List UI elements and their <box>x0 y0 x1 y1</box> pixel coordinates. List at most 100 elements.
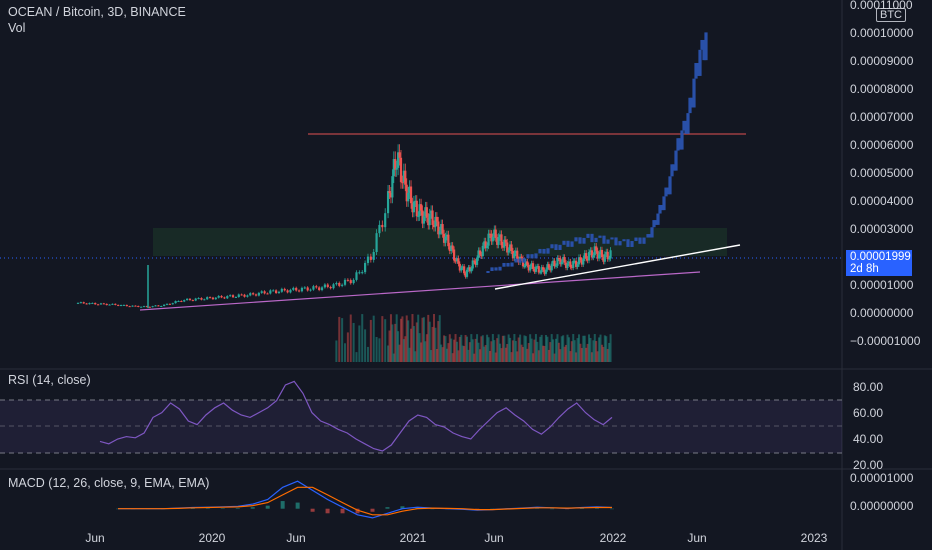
volume-bar <box>411 314 414 362</box>
projection-candle <box>526 254 530 259</box>
macd-histogram-bar <box>295 502 300 509</box>
volume-bar <box>466 336 469 362</box>
price-tick-label: 0.00004000 <box>850 194 914 208</box>
volume-bar <box>366 346 369 362</box>
candle <box>575 260 578 267</box>
volume-bar <box>547 349 550 362</box>
volume-bar <box>583 335 586 362</box>
projection-candle <box>634 237 638 242</box>
short-trendline[interactable] <box>494 244 741 290</box>
volume-bar <box>511 340 514 362</box>
volume-bar <box>410 328 413 362</box>
candle <box>326 284 329 287</box>
candle <box>369 256 372 260</box>
projection-candle <box>630 241 634 247</box>
candle <box>445 234 449 237</box>
candle <box>493 229 496 237</box>
projection-candle <box>696 63 700 76</box>
projection-candle <box>546 248 550 254</box>
volume-bar <box>490 341 493 362</box>
signal-line[interactable] <box>118 486 612 516</box>
projection-candle <box>680 130 684 150</box>
currency-badge[interactable]: BTC <box>876 8 906 22</box>
rsi-line[interactable] <box>99 380 613 452</box>
volume-bar <box>526 348 529 362</box>
volume-bar <box>566 334 569 362</box>
volume-bar <box>569 351 572 362</box>
candle <box>349 280 352 284</box>
candle <box>550 263 553 271</box>
macd-histogram-bar <box>190 508 195 509</box>
candle <box>563 257 566 263</box>
candle <box>148 306 151 308</box>
volume-bar <box>560 336 563 362</box>
candle <box>490 234 493 242</box>
candle <box>343 279 347 285</box>
projection-candle <box>494 267 498 271</box>
volume-bar <box>592 340 595 362</box>
volume-bar <box>391 324 394 362</box>
volume-bar <box>443 335 446 362</box>
volume-bar <box>477 342 480 362</box>
candle <box>567 261 571 264</box>
price-candles[interactable] <box>76 144 612 308</box>
candle <box>543 269 546 274</box>
macd-title[interactable]: MACD (12, 26, close, 9, EMA, EMA) <box>8 476 210 490</box>
macd-histogram-bar <box>370 508 375 512</box>
candle <box>546 264 549 270</box>
candle <box>386 191 390 214</box>
candle <box>589 250 592 253</box>
volume-bar <box>588 334 591 362</box>
volume-bar <box>474 338 477 362</box>
volume-bar <box>517 337 520 362</box>
volume-bar <box>565 344 568 362</box>
volume-bar <box>484 345 487 362</box>
volume-bar <box>355 352 358 362</box>
volume-bar <box>553 353 556 362</box>
candle <box>465 269 469 277</box>
volume-bar <box>435 348 438 362</box>
volume-bar <box>464 335 467 362</box>
candle <box>200 298 203 300</box>
volume-bar <box>440 344 443 362</box>
candle <box>355 272 358 280</box>
volume-bar <box>430 350 433 362</box>
volume-bar <box>540 334 543 362</box>
volume-bar <box>546 336 549 362</box>
volume-bar <box>402 339 405 362</box>
candle <box>470 268 473 272</box>
volume-bar <box>473 353 476 362</box>
volume-bar <box>585 347 588 362</box>
projection-candle <box>578 237 582 244</box>
symbol-title[interactable]: OCEAN / Bitcoin, 3D, BINANCE <box>8 5 186 19</box>
candle <box>464 273 467 277</box>
candle <box>88 303 91 305</box>
volume-bar <box>530 338 533 362</box>
volume-bar <box>497 334 500 362</box>
candle <box>583 253 586 259</box>
candle <box>530 263 533 267</box>
rsi-title[interactable]: RSI (14, close) <box>8 373 91 387</box>
candle <box>520 256 523 259</box>
candle <box>587 252 591 261</box>
volume-bar <box>458 336 461 362</box>
volume-bar <box>414 351 417 362</box>
candle <box>191 300 194 302</box>
projection-candle <box>554 244 558 250</box>
time-tick-label: Jun <box>286 531 306 545</box>
volume-label[interactable]: Vol <box>8 21 26 35</box>
projection-candle <box>652 220 656 228</box>
volume-bar <box>603 335 606 362</box>
volume-bar <box>602 346 605 362</box>
volume-bar <box>364 329 367 362</box>
macd-histogram-bar <box>595 508 600 509</box>
projection-candle <box>686 113 690 134</box>
candle <box>487 233 490 246</box>
candle <box>435 216 438 222</box>
long-trendline[interactable] <box>139 271 701 311</box>
candle <box>303 287 306 289</box>
candle <box>486 245 489 249</box>
candle <box>297 290 301 292</box>
projection-candle <box>650 227 654 238</box>
